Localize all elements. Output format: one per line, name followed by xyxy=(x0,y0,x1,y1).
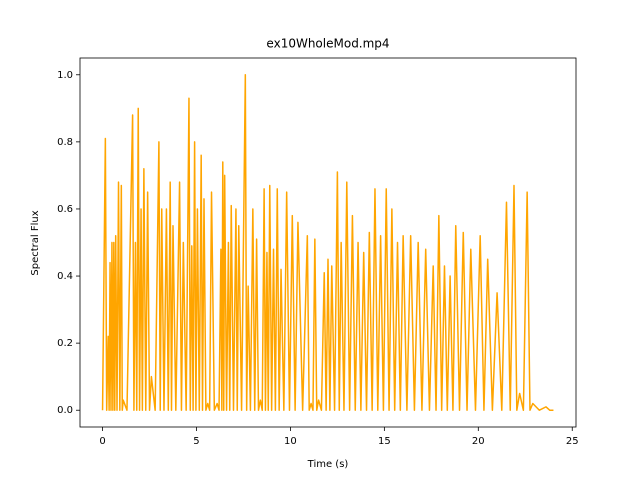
y-tick-label: 0.0 xyxy=(57,405,73,416)
y-tick-label: 0.8 xyxy=(57,137,73,148)
x-tick-label: 5 xyxy=(193,436,199,447)
x-tick-label: 15 xyxy=(378,436,391,447)
data-line xyxy=(101,74,554,411)
y-tick-label: 0.2 xyxy=(57,338,73,349)
x-tick-label: 0 xyxy=(99,436,105,447)
chart-title: ex10WholeMod.mp4 xyxy=(266,37,389,51)
y-tick-label: 0.4 xyxy=(57,271,73,282)
y-axis-label: Spectral Flux xyxy=(30,210,41,275)
y-tick-label: 1.0 xyxy=(57,70,73,81)
x-tick-label: 10 xyxy=(284,436,297,447)
plot-frame xyxy=(79,57,577,428)
x-tick-label: 25 xyxy=(566,436,579,447)
x-tick-label: 20 xyxy=(472,436,485,447)
x-axis-label: Time (s) xyxy=(307,459,349,470)
y-tick-label: 0.6 xyxy=(57,204,73,215)
